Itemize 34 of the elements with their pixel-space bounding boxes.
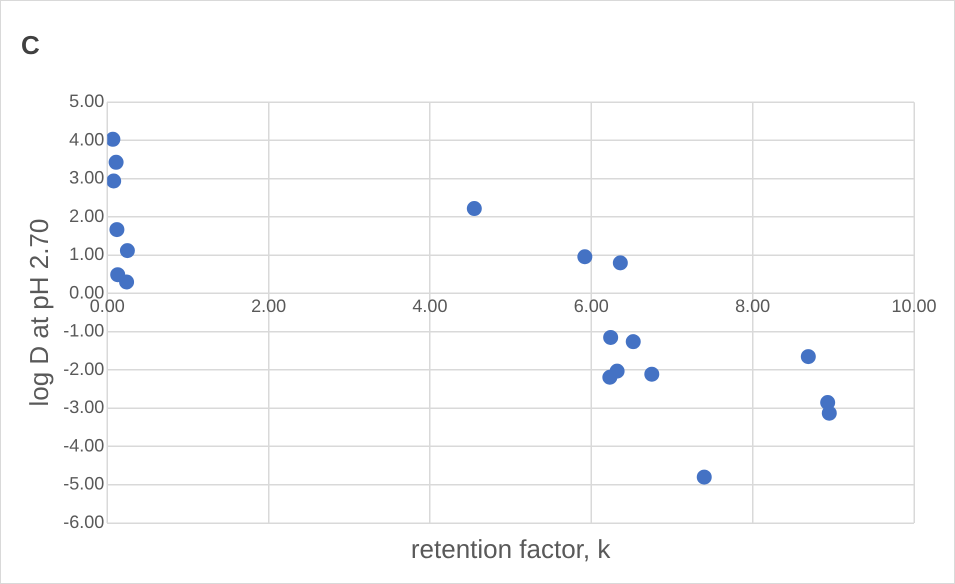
y-tick-label: -1.00: [63, 320, 104, 341]
point: [626, 334, 641, 350]
x-tick-label: 10.00: [891, 296, 937, 316]
point: [612, 255, 628, 270]
point: [107, 174, 122, 189]
y-tick-label: -3.00: [63, 397, 104, 418]
y-tick-label: -5.00: [63, 474, 104, 494]
y-tick-label: -2.00: [63, 358, 104, 379]
point: [109, 222, 124, 238]
y-tick-label: 1.00: [69, 244, 104, 264]
point: [696, 470, 712, 485]
y-tick-label: 2.00: [69, 206, 104, 226]
point: [800, 349, 816, 364]
point: [644, 366, 660, 382]
x-tick-label: 2.00: [251, 296, 286, 316]
x-axis-title: retention factor, k: [410, 534, 612, 564]
y-tick-label: 4.00: [69, 129, 104, 150]
y-tick-label: 5.00: [69, 91, 104, 112]
x-tick-label: 4.00: [412, 296, 448, 316]
y-tick-label: 3.00: [69, 168, 104, 188]
x-tick-label: 8.00: [735, 296, 770, 316]
point: [108, 154, 124, 170]
point: [603, 330, 618, 345]
chart-title: C: [21, 30, 40, 60]
point: [119, 274, 134, 290]
x-tick-label: 6.00: [574, 296, 609, 316]
y-tick-label: -6.00: [63, 512, 104, 532]
y-tick-label: -4.00: [63, 435, 104, 456]
point: [577, 249, 592, 264]
point: [610, 364, 625, 379]
point: [120, 243, 135, 258]
y-axis-title: log D at pH 2.70: [24, 218, 54, 407]
point: [466, 201, 482, 216]
point: [822, 406, 837, 421]
